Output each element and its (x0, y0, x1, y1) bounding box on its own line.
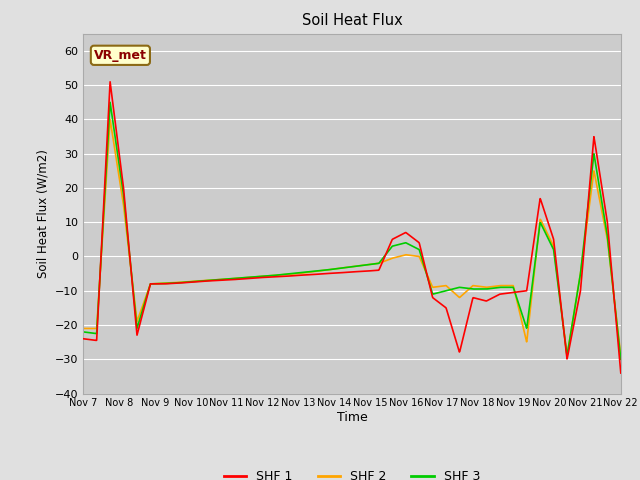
SHF 2 (106, 117, 114, 122)
SHF 3 (106, 99, 114, 105)
SHF 1 (106, 79, 114, 84)
SHF 1 (374, 267, 381, 273)
Text: VR_met: VR_met (94, 49, 147, 62)
Line: SHF 1: SHF 1 (83, 82, 621, 373)
Y-axis label: Soil Heat Flux (W/m2): Soil Heat Flux (W/m2) (36, 149, 49, 278)
SHF 2 (313, 268, 321, 274)
Line: SHF 2: SHF 2 (83, 120, 621, 356)
SHF 1 (170, 280, 178, 286)
SHF 2 (151, 281, 159, 287)
SHF 3 (617, 357, 625, 362)
SHF 2 (170, 280, 178, 286)
SHF 3 (261, 273, 269, 279)
SHF 2 (79, 325, 87, 331)
SHF 3 (151, 281, 159, 287)
SHF 1 (617, 370, 625, 376)
SHF 1 (79, 336, 87, 342)
SHF 1 (261, 275, 269, 280)
SHF 2 (617, 353, 625, 359)
Legend: SHF 1, SHF 2, SHF 3: SHF 1, SHF 2, SHF 3 (219, 465, 485, 480)
X-axis label: Time: Time (337, 411, 367, 424)
SHF 2 (374, 261, 381, 266)
SHF 1 (313, 271, 321, 277)
SHF 3 (170, 280, 178, 286)
SHF 3 (79, 329, 87, 335)
SHF 3 (313, 268, 321, 274)
Line: SHF 3: SHF 3 (83, 102, 621, 360)
SHF 2 (261, 273, 269, 279)
Title: Soil Heat Flux: Soil Heat Flux (301, 13, 403, 28)
SHF 3 (362, 262, 370, 268)
SHF 1 (151, 281, 159, 287)
SHF 1 (362, 268, 370, 274)
SHF 2 (362, 262, 370, 268)
SHF 3 (374, 261, 381, 266)
